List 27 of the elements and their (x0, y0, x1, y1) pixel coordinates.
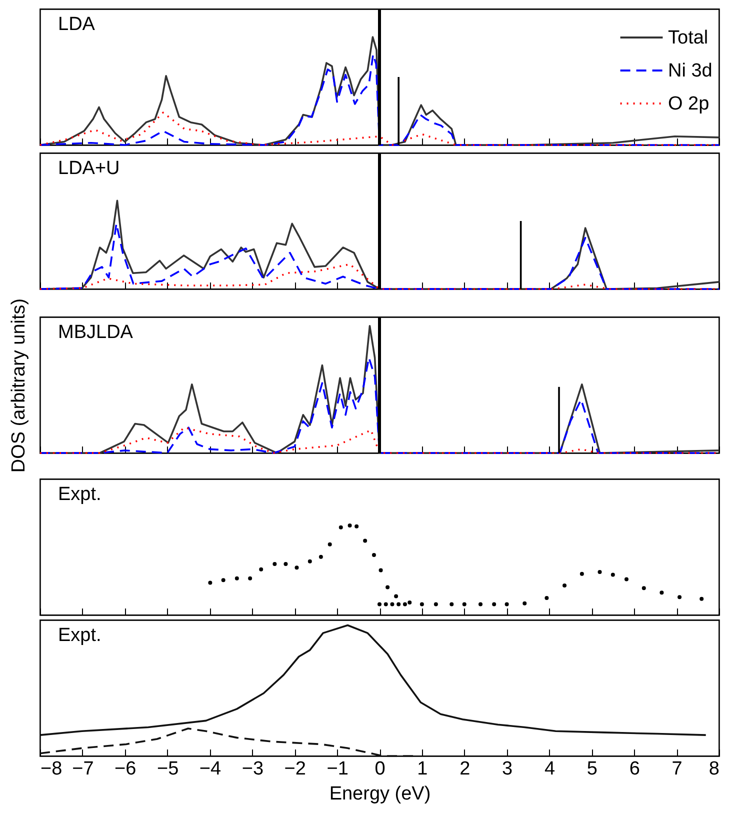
x-tick-label: −6 (114, 758, 136, 780)
legend-label: O 2p (668, 94, 710, 114)
chart-title: MBJLDA (58, 322, 134, 343)
x-tick-label: 3 (502, 758, 513, 780)
x-tick-label: 6 (629, 758, 640, 780)
x-tick-label: −5 (156, 758, 179, 780)
x-tick-label: −8 (40, 758, 62, 780)
chart-title: Expt. (58, 484, 102, 505)
x-tick-label: 2 (460, 758, 470, 780)
x-tick-label: −7 (72, 758, 94, 780)
legend-label: Total (668, 28, 708, 48)
y-axis-title: DOS (arbitrary units) (8, 298, 30, 473)
legend-label: Ni 3d (668, 60, 712, 82)
x-tick-label: 4 (544, 758, 556, 780)
x-tick-label: 8 (708, 758, 720, 780)
x-tick-label: 1 (417, 758, 428, 780)
x-tick-label: −1 (326, 758, 348, 780)
chart-title: LDA+U (58, 158, 120, 179)
x-tick-label: 7 (672, 758, 682, 780)
x-tick-label: −4 (199, 758, 222, 780)
x-tick-label: −3 (242, 758, 264, 780)
x-tick-label: 0 (374, 758, 386, 780)
x-tick-label: −2 (284, 758, 306, 780)
chart-title: LDA (58, 14, 96, 35)
x-tick-label: 5 (586, 758, 598, 780)
chart-title: Expt. (58, 625, 102, 646)
x-axis-title: Energy (eV) (329, 784, 431, 804)
